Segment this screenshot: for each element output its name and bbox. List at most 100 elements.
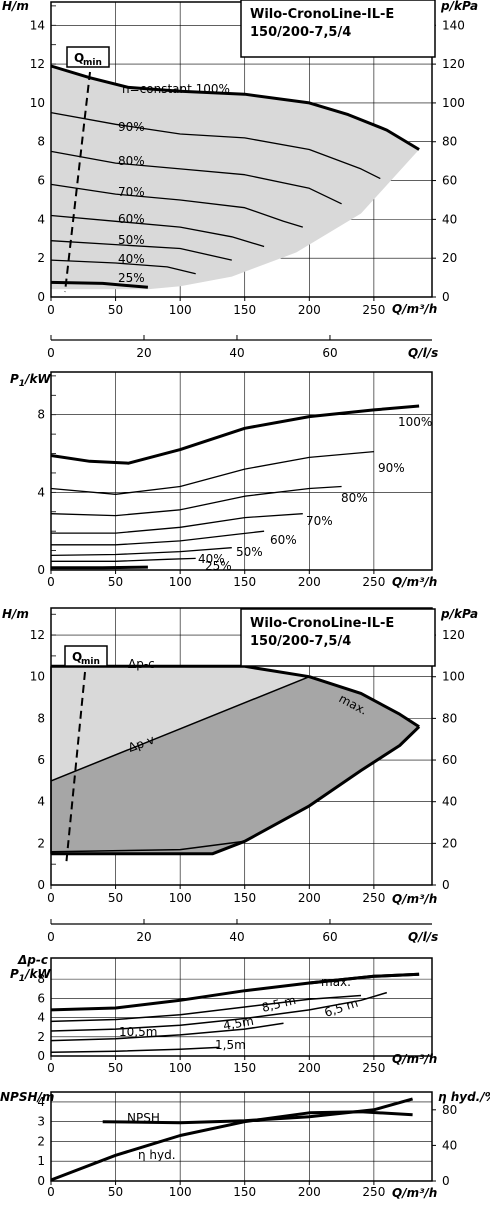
npsh-right-ticks: 0 40 80 [432, 1103, 457, 1188]
right-tick-label: 20 [442, 251, 457, 265]
npsh-curve-label: NPSH [127, 1111, 160, 1125]
qh-xlabel: Q/m³/h [392, 302, 437, 316]
qh2-dp-c-label: Δp-c [128, 657, 155, 671]
qh-title-box: Wilo-CronoLine-IL-E 150/200-7,5/4 [240, 0, 436, 58]
qh-curve-label: 25% [118, 271, 145, 285]
qh2-qmin-marker: Q min [64, 645, 108, 867]
p1-y-ticks: 0 4 8 [37, 408, 45, 577]
x-tick-label: 0 [47, 891, 55, 905]
qls-axis-2: 0 20 40 60 [47, 919, 432, 944]
qh-qmin-label: Q [74, 51, 84, 65]
p1-frame [50, 371, 433, 571]
x-tick-label: 200 [298, 891, 321, 905]
x-tick-label: 150 [233, 575, 256, 589]
right-tick-label: 0 [442, 1174, 450, 1188]
y-tick-label: 2 [37, 251, 45, 265]
p1b-curve-label: 4,5m [222, 1014, 255, 1033]
qls-tick-label: 0 [47, 346, 55, 360]
qh2-qmin-sub: min [81, 657, 100, 667]
right-tick-label: 120 [442, 628, 465, 642]
qh2-dp-v-region [51, 676, 420, 854]
eta-curve-label: η hyd. [138, 1148, 176, 1162]
p1-curve-label: 40% [198, 552, 225, 566]
npsh-y-ticks: 0 1 2 3 4 [37, 1095, 45, 1188]
y-tick-label: 8 [37, 711, 45, 725]
qh-curve-label: 90% [118, 120, 145, 134]
npsh-frame [50, 1091, 433, 1182]
right-tick-label: 40 [442, 1138, 457, 1152]
x-tick-label: 50 [108, 303, 123, 317]
p1-xlabel: Q/m³/h [392, 575, 437, 589]
qh-qmin-marker: Q min [64, 46, 110, 293]
qh-x-ticks: 0 50 100 150 200 250 [47, 297, 385, 317]
p1-curve-label: 80% [341, 491, 368, 505]
y-tick-label: 6 [37, 991, 45, 1005]
y-tick-label: 8 [37, 135, 45, 149]
y-tick-label: 14 [30, 18, 45, 32]
qh2-frame [50, 607, 433, 886]
right-tick-label: 0 [442, 290, 450, 304]
p1-curve-100 [50, 404, 420, 465]
p1b-ylabel: P1/kW [10, 967, 51, 984]
qls-tick-label: 0 [47, 930, 55, 944]
x-tick-label: 250 [362, 891, 385, 905]
qh2-ylabel-right: p/kPa [440, 607, 478, 621]
qh-curve-80 [50, 150, 342, 205]
p1b-curve-label: max. [321, 975, 351, 989]
right-tick-label: 80 [442, 135, 457, 149]
p1-curve-60 [51, 530, 265, 546]
qh-curve-label: 60% [118, 212, 145, 226]
right-tick-label: 140 [442, 18, 465, 32]
qh-ylabel-right: p/kPa [440, 0, 478, 13]
x-tick-label: 100 [169, 575, 192, 589]
npsh-curve-1 [50, 1110, 413, 1182]
x-tick-label: 100 [169, 1185, 192, 1199]
p1-curve-40 [51, 557, 196, 562]
y-tick-label: 4 [37, 1011, 45, 1025]
qh2-y-ticks: 0 2 4 6 8 10 12 [30, 628, 45, 892]
qh-subtitle: 150/200-7,5/4 [250, 25, 351, 40]
qh-curve-40 [50, 259, 196, 275]
x-tick-label: 250 [362, 1185, 385, 1199]
qh-speed-curves: n=constant 100% 90% 80% 70% 60% 50% 40% 25% [50, 64, 420, 289]
qls-tick-label: 60 [322, 930, 337, 944]
qls-tick-label: 20 [136, 346, 151, 360]
x-tick-label: 0 [47, 1061, 55, 1075]
y-tick-label: 0 [37, 1174, 45, 1188]
p1-curve-70 [51, 513, 303, 534]
qh-curve-50 [50, 240, 232, 261]
qh-curve-label: 40% [118, 252, 145, 266]
p1b-curve-4 [50, 1022, 284, 1042]
qh-curve-label: 70% [118, 185, 145, 199]
qh2-x-ticks: 0 50 100 150 200 250 [47, 885, 385, 905]
p1-curve-90 [50, 450, 374, 495]
y-tick-label: 6 [37, 174, 45, 188]
p1b-curve-0 [50, 972, 420, 1012]
x-tick-label: 150 [233, 303, 256, 317]
y-tick-label: 6 [37, 753, 45, 767]
x-tick-label: 0 [47, 1185, 55, 1199]
qh-y-ticks: 0 2 4 6 8 10 12 14 [30, 18, 45, 304]
qh2-qmin-label: Q [72, 650, 82, 664]
y-tick-label: 10 [30, 670, 45, 684]
p1b-curve-5 [50, 1046, 219, 1053]
qh-curve-25 [50, 280, 149, 289]
p1b-curve-label: 6,5 m [323, 996, 360, 1020]
p1-curve-label: 25% [205, 559, 232, 573]
y-tick-label: 2 [37, 1030, 45, 1044]
p1b-xlabel: Q/m³/h [392, 1052, 437, 1066]
right-tick-label: 60 [442, 174, 457, 188]
y-tick-label: 8 [37, 408, 45, 422]
qh2-ylabel: H/m [2, 607, 29, 621]
qh2-right-ticks: 0 20 40 60 80 100 120 [432, 628, 465, 892]
p1b-curve-2 [50, 994, 362, 1023]
p1-curve-label: 70% [306, 514, 333, 528]
y-tick-label: 0 [37, 1049, 45, 1063]
x-tick-label: 200 [298, 1061, 321, 1075]
p1b-ylabel-top: Δp-c [17, 953, 48, 967]
p1-curve-label: 90% [378, 461, 405, 475]
p1b-x-ticks: 0 50 100 150 200 250 [47, 1056, 385, 1075]
qh2-dp-c-region [51, 666, 310, 781]
